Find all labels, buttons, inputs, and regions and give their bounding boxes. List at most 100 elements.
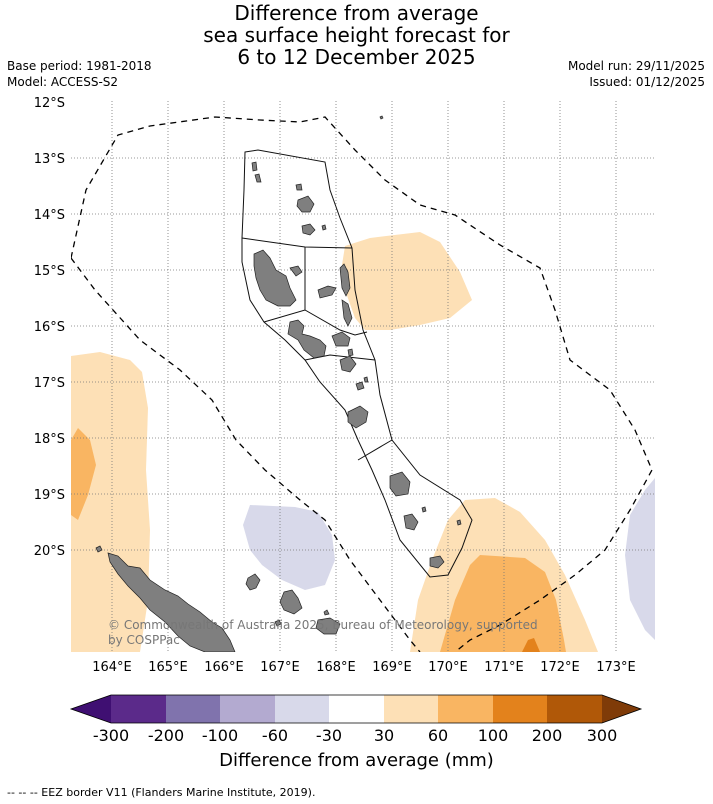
new-caledonia-main [107, 552, 236, 652]
model-run: Model run: 29/11/2025 [567, 59, 705, 73]
anomaly-east-30-60 [342, 232, 472, 330]
aniwa [421, 506, 427, 513]
loyalty-islet-4 [274, 619, 282, 627]
copyright-line2: by COSPPac [108, 633, 180, 647]
chart-title-line2: sea surface height forecast for [203, 23, 510, 47]
landmasses [95, 115, 462, 652]
lat-label: 17°S [34, 376, 65, 391]
colorbar-label: -200 [148, 726, 184, 745]
lon-label: 172°E [540, 660, 580, 675]
colorbar-segment [493, 695, 547, 723]
lat-label: 12°S [34, 96, 65, 111]
eez-legend: -- -- -- EEZ border V11 (Flanders Marine… [7, 786, 316, 799]
chart-title-line1: Difference from average [234, 1, 479, 25]
anomaly-center-neg [243, 505, 335, 590]
province-boundaries [241, 149, 473, 578]
latitude-labels: 12°S 13°S 14°S 15°S 16°S 17°S 18°S 19°S … [34, 96, 65, 559]
colorbar-title: Difference from average (mm) [219, 750, 494, 771]
copyright-line1: © Commonwealth of Australia 2025, Bureau… [108, 618, 538, 632]
lon-label: 171°E [484, 660, 524, 675]
espiritu-santo [253, 249, 297, 307]
tanna [403, 513, 419, 531]
lon-label: 165°E [148, 660, 188, 675]
vanua-lava [296, 195, 315, 213]
meta-left: Base period: 1981-2018 Model: ACCESS-S2 [7, 58, 152, 90]
colorbar-extend-low [71, 695, 111, 723]
lat-label: 20°S [34, 544, 65, 559]
merelava [321, 224, 327, 231]
colorbar-label: -100 [202, 726, 238, 745]
colorbar-segment [220, 695, 275, 723]
loyalty-island-3 [315, 617, 341, 635]
maewo [339, 263, 351, 297]
model-name: Model: ACCESS-S2 [7, 75, 119, 89]
colorbar-label: 30 [374, 726, 394, 745]
colorbar-label: -300 [93, 726, 129, 745]
anomaly-east-neg [625, 478, 655, 640]
epi [339, 355, 357, 373]
lon-label: 166°E [204, 660, 244, 675]
gaua [301, 223, 316, 236]
anomaly-south-60-100 [440, 555, 566, 652]
lon-label: 169°E [372, 660, 412, 675]
loyalty-island-2 [279, 589, 303, 615]
anomaly-west-60-100 [71, 428, 96, 520]
shepherd-islet [363, 376, 369, 383]
colorbar-label: 200 [532, 726, 563, 745]
issued-date: Issued: 01/12/2025 [589, 75, 705, 89]
colorbar-label: 60 [428, 726, 448, 745]
pentecost [341, 299, 353, 327]
meta-right: Model run: 29/11/2025 Issued: 01/12/2025 [568, 58, 705, 90]
lon-label: 173°E [596, 660, 636, 675]
lon-label: 167°E [260, 660, 300, 675]
colorbar: -300 -200 -100 -60 -30 30 60 100 200 300 [69, 694, 643, 745]
lon-label: 168°E [316, 660, 356, 675]
lat-label: 15°S [34, 264, 65, 279]
hunter-islet [379, 115, 384, 120]
loyalty-islet-5 [323, 609, 330, 616]
shepherd-islands [355, 381, 365, 391]
torres-islands [251, 161, 258, 172]
loyalty-island-1 [245, 573, 261, 591]
chart-title-line3: 6 to 12 December 2025 [237, 45, 476, 69]
erromango [389, 471, 411, 497]
base-period: Base period: 1981-2018 [7, 59, 152, 73]
ambae [317, 285, 337, 299]
colorbar-segment [547, 695, 602, 723]
colorbar-label: 100 [478, 726, 509, 745]
colorbar-segment [275, 695, 329, 723]
lat-label: 13°S [34, 152, 65, 167]
lat-label: 14°S [34, 208, 65, 223]
ureparapara [295, 183, 303, 191]
colorbar-extend-high [602, 695, 641, 723]
aneityum [429, 555, 445, 569]
longitude-labels: 164°E 165°E 166°E 167°E 168°E 169°E 170°… [92, 660, 636, 675]
colorbar-segment [111, 695, 166, 723]
lon-label: 170°E [428, 660, 468, 675]
colorbar-label: -30 [316, 726, 342, 745]
efate [347, 405, 369, 429]
colorbar-segment [438, 695, 493, 723]
new-caledonia-islet-1 [95, 545, 103, 553]
malekula [287, 319, 327, 359]
lon-label: 164°E [92, 660, 132, 675]
lat-label: 16°S [34, 320, 65, 335]
torres-islet [254, 173, 262, 183]
colorbar-label: 300 [587, 726, 618, 745]
colorbar-segment [384, 695, 438, 723]
map-area: © Commonwealth of Australia 2025, Bureau… [71, 101, 655, 652]
grid-lines [71, 101, 655, 652]
eez-border-west [71, 257, 421, 652]
colorbar-segment [329, 695, 384, 723]
colorbar-segment [166, 695, 220, 723]
lat-label: 18°S [34, 432, 65, 447]
ambrym [331, 331, 351, 347]
futuna [456, 519, 462, 526]
paama [347, 348, 354, 357]
eez-border [71, 116, 653, 652]
malo [289, 265, 303, 277]
colorbar-label: -60 [262, 726, 288, 745]
anomaly-south-100-200 [522, 638, 540, 652]
lat-label: 19°S [34, 488, 65, 503]
